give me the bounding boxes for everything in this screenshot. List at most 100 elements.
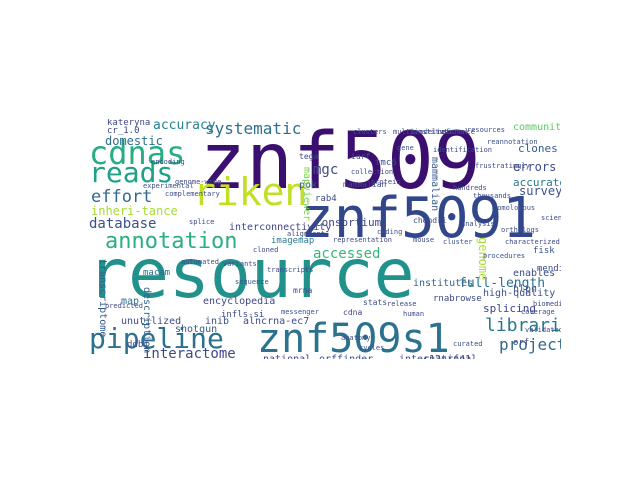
word-anatomy: anatomy (341, 334, 371, 342)
word-pipeline: pipeline (89, 322, 224, 355)
word-experimental: experimental (143, 182, 194, 190)
word-libraries: libraries (485, 315, 561, 336)
word-orffinder: orffinder (319, 355, 373, 360)
word-collection: collection (351, 168, 394, 176)
word-reannotation: reannotation (487, 138, 538, 146)
word-splice: splice (189, 218, 215, 226)
word-annotation: annotation (105, 229, 238, 254)
word-hlpn: hlpn (513, 284, 538, 295)
word-hundreds: hundreds (453, 184, 487, 192)
word-human: human (403, 310, 425, 318)
word-national: national (263, 355, 311, 360)
word-mgc: mgc (313, 162, 339, 178)
word-coding: coding (377, 228, 403, 236)
word-orf: orf (513, 338, 530, 348)
word-resources: resources (467, 126, 505, 134)
word-inheri-tance: inheri-tance (91, 204, 178, 218)
word-characterized: characterized (505, 238, 560, 246)
word-mouse: mouse (413, 236, 435, 244)
word-clones: clones (518, 142, 558, 155)
word-predicted: predicted (105, 302, 143, 310)
word-complementary: complementary (165, 190, 220, 198)
word-c12orf41: c12orf41 (423, 355, 471, 360)
word-variants: variants (223, 260, 257, 268)
word-fisk: fisk (533, 246, 555, 256)
word-inib: inib (205, 316, 230, 327)
word-identification: identification (433, 146, 493, 154)
word-international: international (399, 355, 477, 360)
word-map: map (121, 296, 140, 307)
word-znf509: znf509 (199, 119, 481, 207)
word-cloud: resource znf509 znf5091 znf509s1 riken cdnas r… (81, 119, 561, 359)
word-release: release (387, 300, 417, 308)
word-reference: reference (437, 128, 475, 136)
word-orthologs: orthologs (501, 226, 539, 234)
word-interconnectivity: interconnectivity (229, 222, 332, 233)
word-mapviewer: mapviewer (301, 167, 312, 222)
word-coverage: coverage (521, 308, 555, 316)
word-homologous: homologous (493, 204, 536, 212)
word-multiinstitutional: multiinstitutional (393, 128, 469, 136)
word-cluster: cluster (443, 238, 473, 246)
word-stats: stats (363, 298, 388, 307)
word-consortium: consortium (315, 216, 382, 229)
word-biomedical: biomedical (533, 300, 561, 308)
word-iurf: iurf (351, 152, 371, 161)
word-reads: reads (89, 156, 174, 189)
word-frustratingly: frustratingly (475, 162, 530, 170)
word-domestic: domestic (105, 134, 163, 148)
word-cycles: cycles (359, 344, 385, 352)
word-ddbj: ddbj (127, 340, 149, 350)
word-effort: effort (91, 187, 153, 207)
word-sequence: sequence (235, 278, 269, 286)
word-analysis: analysis (461, 220, 495, 228)
word-messenger: messenger (281, 308, 319, 316)
word-protein: protein (371, 178, 401, 186)
word-institutes: institutes (413, 278, 474, 289)
word-riken: riken (193, 170, 308, 214)
word-surveyed: surveyed (519, 184, 561, 198)
word-accurate: accurate (513, 176, 561, 189)
word-mendi: mendi (537, 264, 561, 274)
word-genome-wide: genome-wide (175, 178, 222, 186)
word-mammalian: mammalian (343, 180, 387, 189)
word-znf5091: znf5091 (300, 186, 537, 251)
word-accuracy: accuracy (153, 119, 216, 133)
word-validated: validated (525, 326, 561, 334)
word-automated: automated (181, 258, 219, 266)
word-splicing: splicing (483, 302, 536, 315)
word-procedures: procedures (483, 252, 526, 260)
word-cdnas: cdnas (89, 134, 186, 172)
word-thousands: thousands (473, 192, 511, 200)
word-znf509s1: znf509s1 (257, 316, 450, 359)
word-resource: resource (87, 235, 415, 314)
word-rnabrowse: rnabrowse (433, 294, 482, 304)
word-transcripts: transcripts (267, 266, 314, 274)
word-pok: pok (299, 180, 318, 191)
word-mammalian: mammalian (429, 157, 440, 212)
word-systematic: systematic (205, 119, 302, 138)
word-shotgun: shotgun (175, 324, 218, 335)
word-infls-si: infls-si (221, 310, 265, 320)
word-tmc6: tmc6 (375, 158, 397, 168)
word-cr-1-0: cr_1.0 (107, 126, 140, 136)
word-interactome: interactome (143, 346, 236, 359)
word-high-quality: high-quality (483, 288, 556, 299)
word-encyclopedia: encyclopedia (203, 296, 276, 307)
word-unutilized: unutilized (121, 316, 182, 327)
word-accessed: accessed (313, 246, 381, 262)
word-errors: errors (513, 160, 557, 174)
word-tega: tega (299, 152, 319, 161)
word-mrna: mrna (293, 286, 313, 295)
word-project: project (499, 335, 561, 354)
word-mendelian: mendelian (411, 128, 449, 136)
word-community: community (513, 122, 561, 133)
word-macam: macam (143, 268, 171, 278)
word-rab4: rab4 (315, 194, 337, 204)
word-alncrna-ec7: alncrna-ec7 (243, 316, 310, 327)
word-full-length: full-length (459, 276, 546, 291)
word-enables: enables (513, 268, 556, 279)
word-cloned: cloned (253, 246, 279, 254)
word-kateryna: kateryna (107, 119, 151, 128)
word-chondri: chondri (413, 216, 447, 225)
